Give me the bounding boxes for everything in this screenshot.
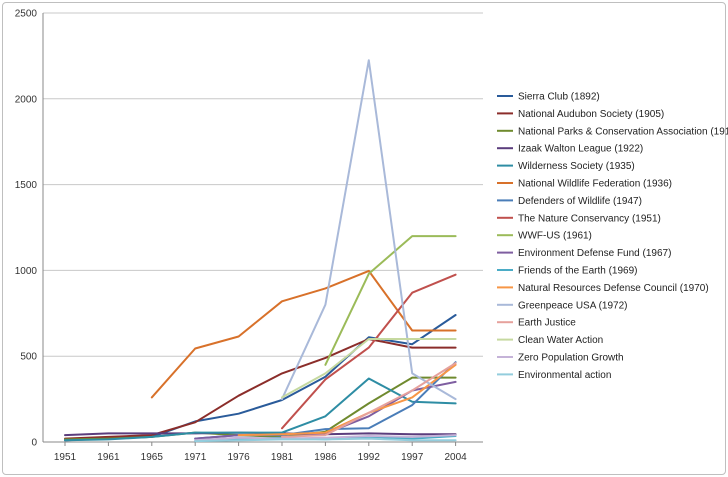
series-line-1: [64, 338, 457, 440]
x-tick-label: 1981: [271, 452, 294, 463]
x-tick-label: 1997: [401, 452, 424, 463]
y-tick-label: 1000: [15, 266, 38, 277]
legend-label: Greenpeace USA (1972): [518, 300, 628, 311]
series-line-14: [281, 338, 457, 399]
x-tick-label: 1951: [54, 452, 77, 463]
legend-label: Izaak Walton League (1922): [518, 144, 643, 155]
legend-label: Zero Population Growth: [518, 353, 624, 364]
legend-label: Earth Justice: [518, 318, 576, 329]
legend-label: National Wildlife Federation (1936): [518, 179, 672, 190]
legend-label: Natural Resources Defense Council (1970): [518, 283, 709, 294]
legend-label: The Nature Conservancy (1951): [518, 213, 661, 224]
x-tick-label: 1976: [227, 452, 250, 463]
legend-label: WWF-US (1961): [518, 231, 592, 242]
x-tick-label: 1965: [141, 452, 164, 463]
series-line-13: [281, 362, 457, 438]
legend-label: Wilderness Society (1935): [518, 161, 635, 172]
legend-label: Defenders of Wildlife (1947): [518, 196, 642, 207]
legend-label: National Audubon Society (1905): [518, 109, 664, 120]
legend-label: Environment Defense Fund (1967): [518, 248, 671, 259]
series-line-11: [237, 363, 457, 437]
legend-label: Sierra Club (1892): [518, 92, 600, 103]
series-line-0: [64, 314, 457, 442]
series-line-8: [324, 235, 457, 366]
legend: Sierra Club (1892) National Audubon Socie…: [497, 92, 728, 381]
x-tick-label: 2004: [444, 452, 467, 463]
legend-label: National Parks & Conservation Associatio…: [518, 126, 728, 137]
legend-label: Clean Water Action: [518, 335, 603, 346]
series-line-15: [194, 434, 457, 442]
y-tick-label: 1500: [15, 180, 38, 191]
series-line-4: [64, 377, 457, 442]
series-line-16: [194, 437, 457, 443]
series-line-7: [281, 273, 457, 430]
series-lines: [64, 59, 457, 443]
y-tick-label: 0: [31, 438, 37, 449]
y-tick-label: 2500: [15, 9, 38, 20]
legend-label: Environmental action: [518, 370, 611, 381]
series-line-2: [64, 376, 457, 441]
x-tick-label: 1986: [314, 452, 337, 463]
x-tick-label: 1992: [358, 452, 381, 463]
y-tick-label: 500: [20, 352, 37, 363]
x-tick-label: 1961: [97, 452, 120, 463]
legend-label: Friends of the Earth (1969): [518, 266, 638, 277]
axes: 0 500 1000 1500 2000 2500 1951 1961 1965 1971 1976…: [15, 9, 483, 463]
y-tick-label: 2000: [15, 94, 38, 105]
x-tick-label: 1971: [184, 452, 207, 463]
